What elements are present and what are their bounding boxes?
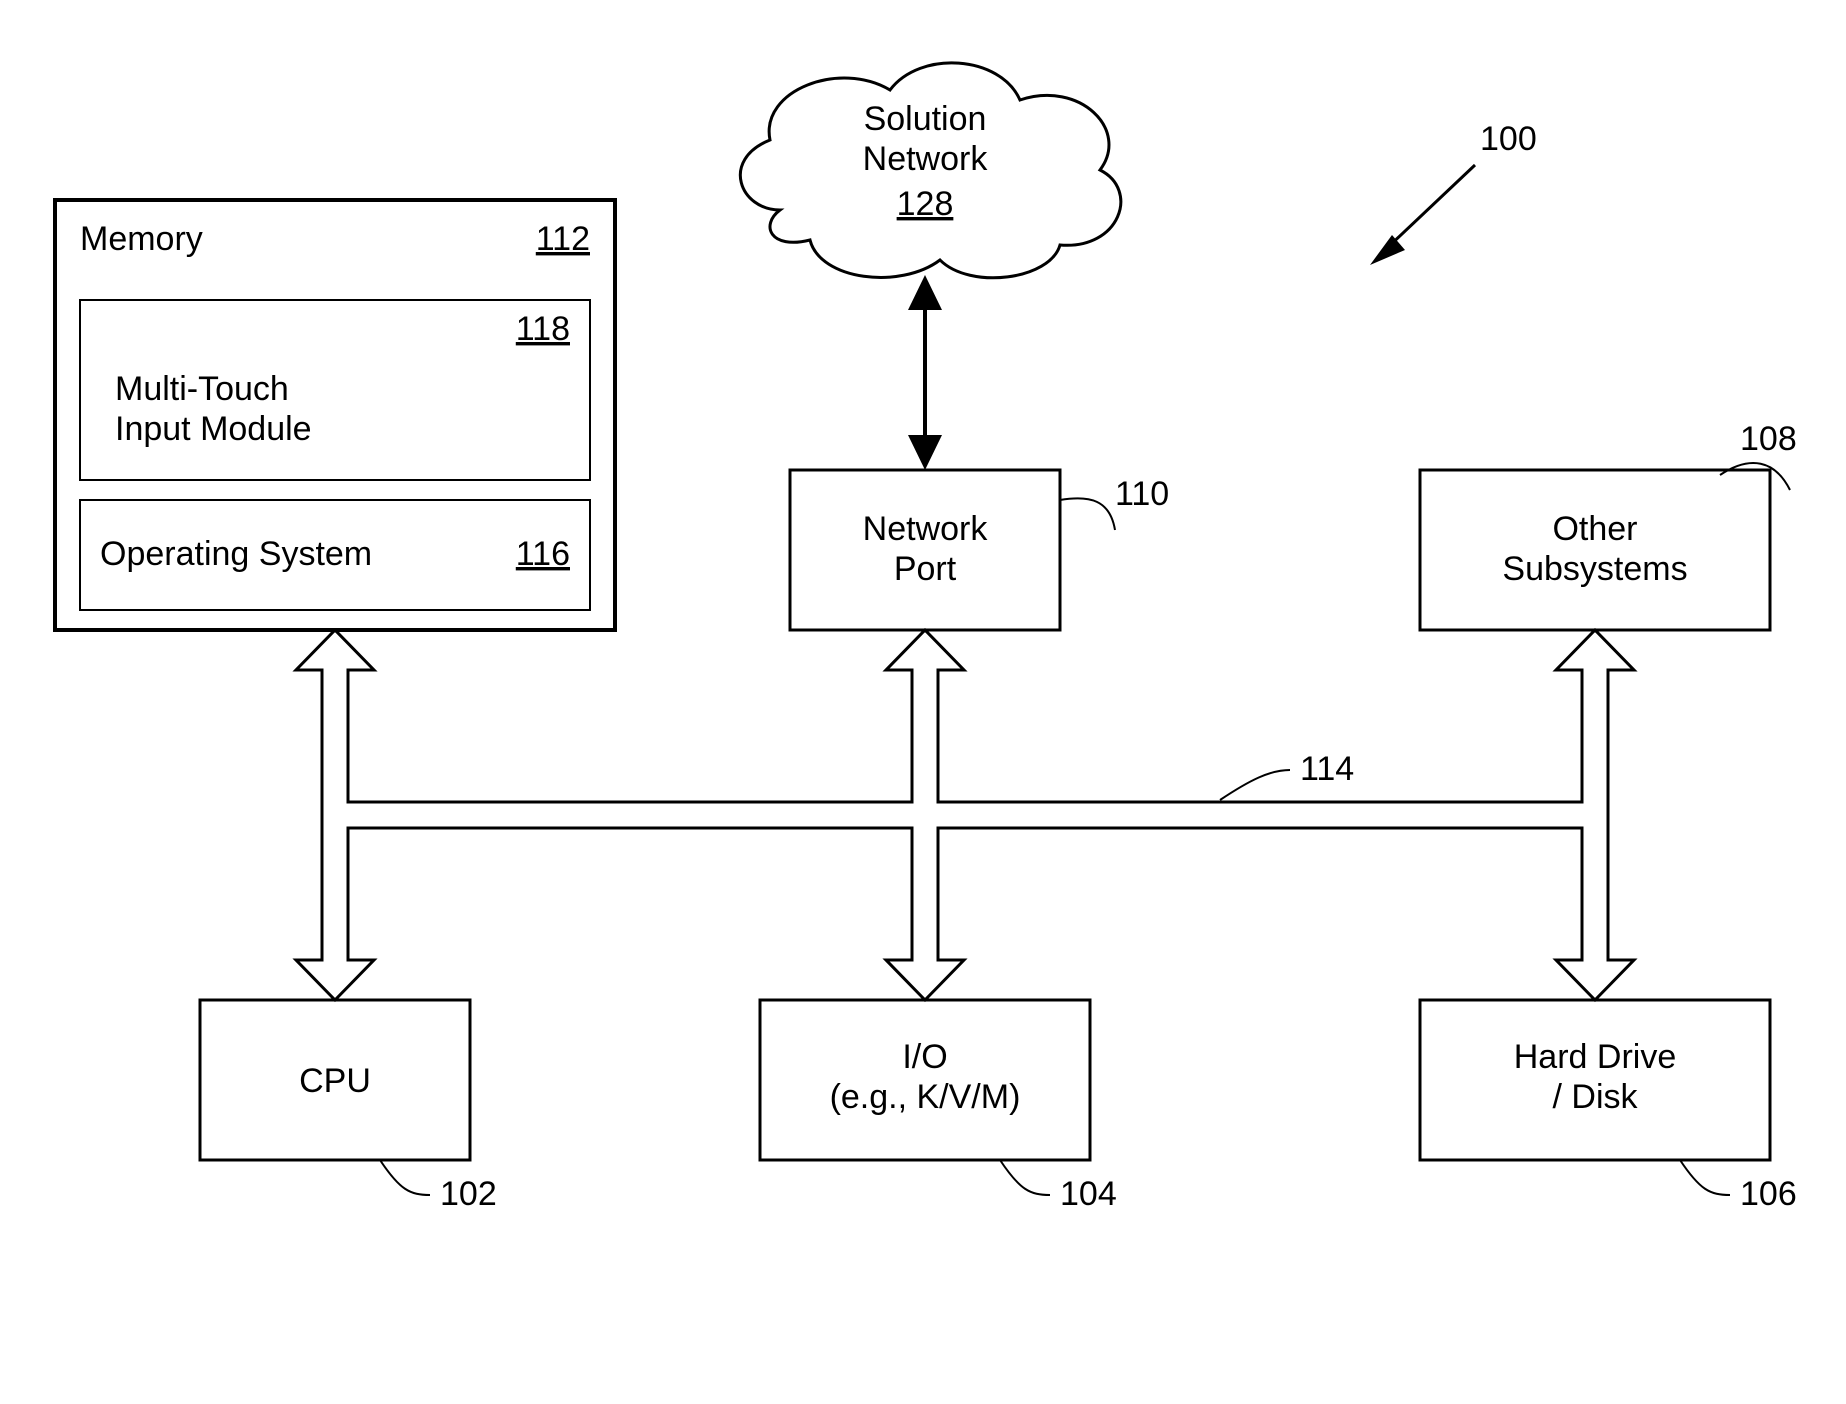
ref-leader-110 [1060,498,1115,530]
multitouch-box: 118 Multi-Touch Input Module [80,300,590,480]
cloud-ref: 128 [897,185,954,223]
io-line2: (e.g., K/V/M) [830,1078,1021,1116]
cloud-to-port-arrow [908,275,942,470]
ref-104: 104 [1060,1175,1117,1213]
multitouch-ref: 118 [516,310,570,348]
network-port-line2: Port [894,550,957,588]
multitouch-line2: Input Module [115,410,312,448]
ref-leader-102 [380,1160,430,1195]
os-ref: 116 [516,535,570,573]
memory-box: Memory 112 118 Multi-Touch Input Module … [55,200,615,630]
cloud-solution-network: Solution Network 128 [740,63,1120,278]
ref-leader-106 [1680,1160,1730,1195]
os-box: Operating System 116 [80,500,590,610]
hd-line2: / Disk [1553,1078,1639,1116]
io-box: I/O (e.g., K/V/M) [760,1000,1090,1160]
network-port-box: Network Port [790,470,1060,630]
ref-108: 108 [1740,420,1797,458]
os-line1: Operating System [100,535,372,573]
cloud-line2: Network [863,140,989,178]
cpu-box: CPU [200,1000,470,1160]
ref-102: 102 [440,1175,497,1213]
figure-ref-100: 100 [1480,120,1537,158]
hd-line1: Hard Drive [1514,1038,1676,1076]
other-subsystems-box: Other Subsystems [1420,470,1770,630]
network-port-line1: Network [863,510,989,548]
cpu-line1: CPU [299,1062,371,1100]
ref-leader-104 [1000,1160,1050,1195]
io-line1: I/O [902,1038,947,1076]
ref-leader-114 [1220,770,1290,800]
ref-106: 106 [1740,1175,1797,1213]
hard-drive-box: Hard Drive / Disk [1420,1000,1770,1160]
cloud-line1: Solution [864,100,987,138]
figure-ref-pointer: 100 [1370,120,1537,265]
system-bus [296,630,1634,1000]
ref-114: 114 [1300,750,1354,788]
other-line1: Other [1552,510,1637,548]
memory-title: Memory [80,220,203,258]
memory-ref: 112 [536,220,590,258]
system-block-diagram: Solution Network 128 Memory 112 118 Mult… [0,0,1846,1404]
other-line2: Subsystems [1502,550,1687,588]
ref-110: 110 [1115,475,1169,513]
multitouch-line1: Multi-Touch [115,370,289,408]
